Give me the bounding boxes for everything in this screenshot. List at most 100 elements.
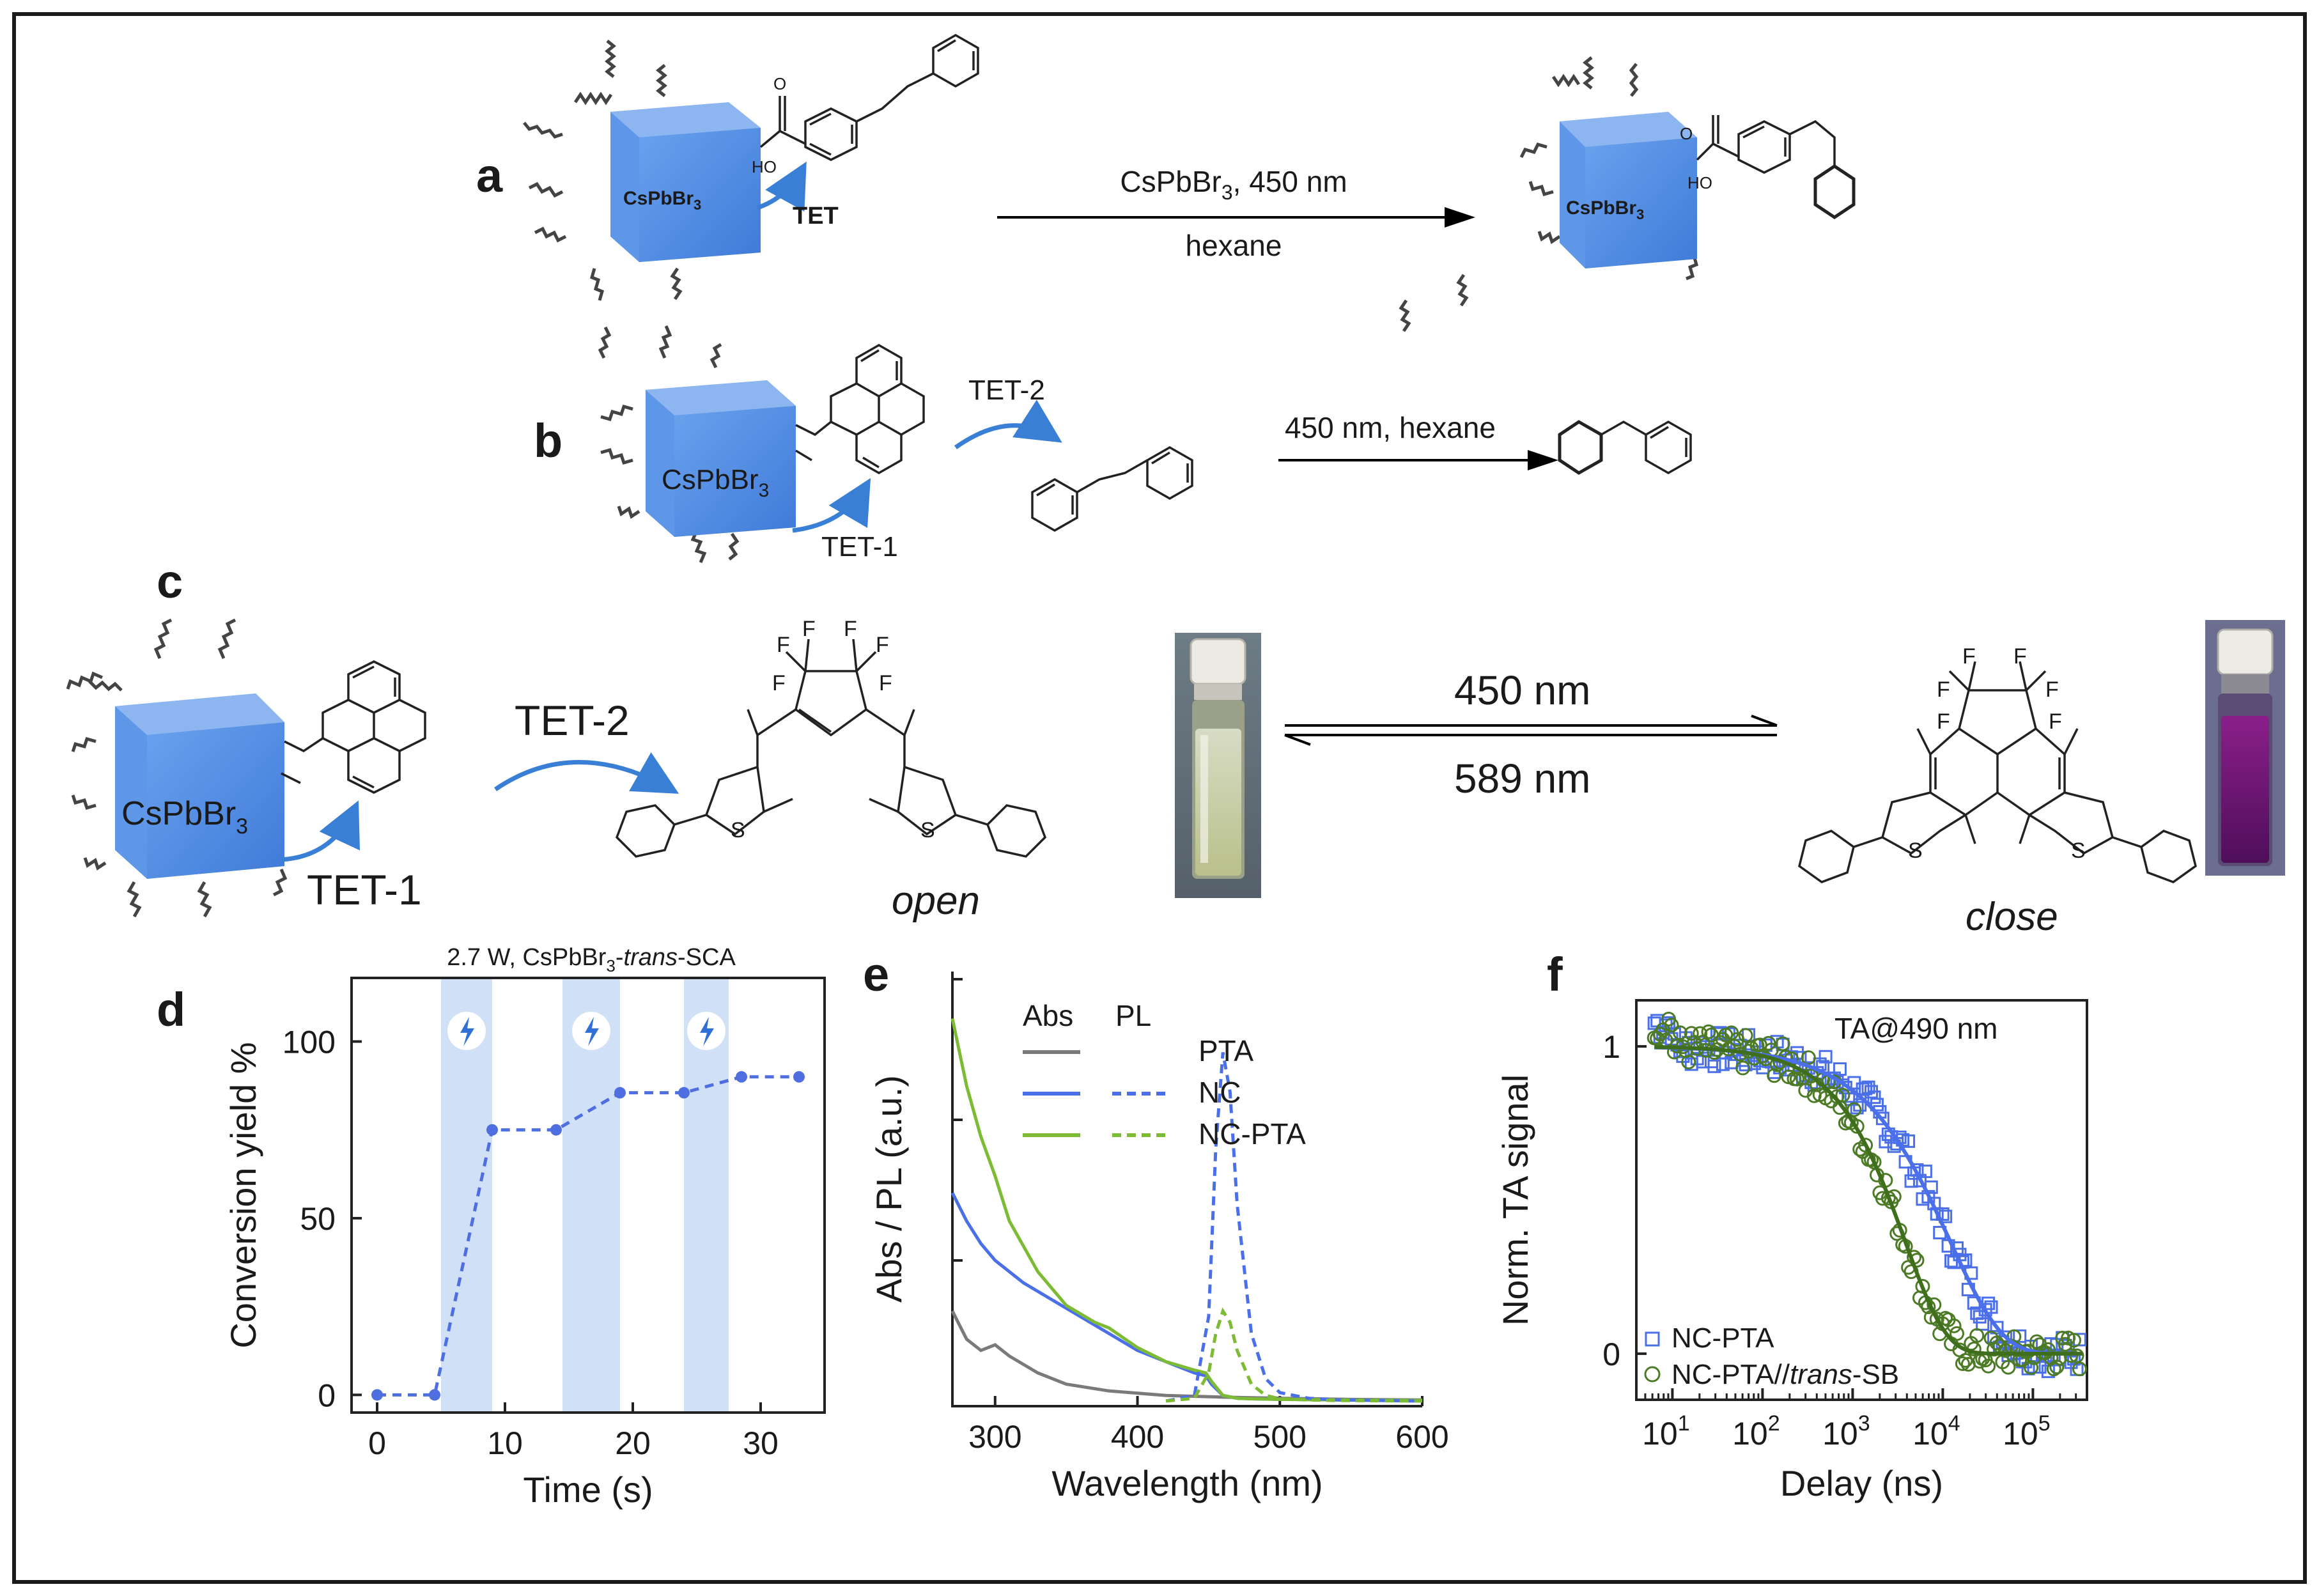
- tet2-arrow-c: [494, 752, 679, 794]
- nc-label-a: CsPbBr3: [623, 188, 701, 213]
- ho-label-a-product: HO: [1687, 173, 1712, 192]
- data-point-f-square: [1707, 1059, 1721, 1073]
- data-point-f-square: [1918, 1165, 1932, 1179]
- tet2-label-b: TET-2: [968, 375, 1045, 406]
- chart-d: 0 10 20 30 0 50 100 Time (s) Conversion yield %: [223, 977, 826, 1510]
- panel-f: f 101 102 103 104 105 0 1 Delay (ns) Norm. TA si…: [1495, 948, 2088, 1503]
- molecule-cis-stilbene-b: [1558, 420, 1692, 475]
- data-point-d-5: [678, 1087, 690, 1099]
- data-point-f-circle: [1684, 1026, 1699, 1041]
- panel-a-label: a: [476, 149, 503, 202]
- f-close-4: F: [2045, 678, 2059, 702]
- x-tick-label-f-0: 101: [1642, 1411, 1690, 1452]
- legend-entry-e-0: PTA: [1198, 1034, 1253, 1067]
- lightning-icon-0: [460, 1016, 474, 1046]
- data-point-f-circle: [1761, 1035, 1776, 1051]
- x-tick-label-e-3: 600: [1395, 1419, 1448, 1455]
- f-close-6: F: [2049, 709, 2062, 734]
- f-open-3: F: [844, 617, 857, 641]
- close-label: close: [1966, 895, 2058, 939]
- tet-arrow-a: [756, 161, 807, 212]
- o-label-a-product: O: [1680, 124, 1693, 143]
- irradiation-window-2: [684, 978, 729, 1413]
- fluorine-labels-closed: F F F F F F S S: [1908, 644, 2086, 863]
- series-e-3: [1165, 1051, 1423, 1403]
- legend-marker-f-0: [1645, 1331, 1660, 1347]
- vial-photo-open: [1175, 633, 1261, 898]
- data-point-f-square: [1984, 1300, 1998, 1314]
- data-point-f-circle: [2040, 1342, 2056, 1358]
- condition-bottom-a: hexane: [1186, 229, 1282, 262]
- x-axis-label-f: Delay (ns): [1780, 1463, 1943, 1503]
- data-point-f-square: [1819, 1050, 1833, 1064]
- tet1-arrow-b: [792, 477, 871, 533]
- f-open-4: F: [876, 633, 889, 657]
- y-tick-label-d-0: 0: [318, 1377, 336, 1413]
- x-tick-label-e-1: 400: [1111, 1419, 1164, 1455]
- legend-abs-header-e: Abs: [1023, 999, 1073, 1032]
- x-tick-label-e-0: 300: [968, 1419, 1021, 1455]
- data-point-f-square: [1976, 1317, 1990, 1331]
- molecule-diarylethene-closed: [1798, 661, 2197, 883]
- panel-b-label: b: [534, 414, 562, 467]
- molecule-trans-stilbene-carboxylate-a: [759, 33, 979, 161]
- f-open-5: F: [772, 671, 786, 695]
- series-line-d: [377, 1075, 799, 1397]
- data-point-f-circle: [1738, 1028, 1753, 1043]
- plot-frame-f: [1635, 999, 2088, 1401]
- y-tick-label-f-1: 1: [1602, 1029, 1620, 1065]
- ho-label-a: HO: [752, 157, 777, 176]
- x-tick-label-e-2: 500: [1253, 1419, 1307, 1455]
- panel-d-label: d: [157, 983, 185, 1036]
- data-point-f-circle: [1730, 1032, 1745, 1047]
- data-point-f-circle: [1801, 1050, 1816, 1065]
- panel-d: d 2.7 W, CsPbBr3-trans-SCA 0 10 20 30 0 50 100…: [157, 944, 826, 1510]
- data-point-f-square: [1867, 1090, 1881, 1104]
- panel-a: a CsPbBr3 TET HO: [476, 33, 1856, 332]
- f-open-2: F: [802, 617, 816, 641]
- f-open-6: F: [879, 671, 892, 695]
- data-point-f-square: [1902, 1134, 1916, 1148]
- y-tick-label-f-0: 0: [1602, 1336, 1620, 1372]
- data-point-f-circle: [1989, 1335, 2005, 1351]
- data-point-d-2: [486, 1124, 498, 1136]
- legend-entry-f-0: NC-PTA: [1671, 1322, 1774, 1354]
- x-axis-label-d: Time (s): [523, 1469, 653, 1510]
- nc-label-b: CsPbBr3: [662, 464, 769, 501]
- f-close-5: F: [1937, 709, 1950, 734]
- vial-photo-close: [2205, 620, 2285, 876]
- s-close-2: S: [2071, 839, 2086, 863]
- o-label-a: O: [773, 74, 786, 93]
- x-tick-label-f-1: 102: [1732, 1411, 1780, 1452]
- data-point-f-circle: [1835, 1087, 1850, 1103]
- data-point-f-circle: [1735, 1060, 1751, 1076]
- data-point-f-square: [1850, 1101, 1864, 1115]
- legend-entry-e-2: NC-PTA: [1198, 1117, 1306, 1151]
- data-point-d-3: [550, 1124, 562, 1136]
- data-point-d-7: [793, 1071, 805, 1083]
- s-open-2: S: [920, 818, 935, 842]
- tet1-label-b: TET-1: [821, 531, 898, 562]
- panel-f-label: f: [1547, 948, 1563, 1001]
- data-point-d-0: [371, 1389, 383, 1401]
- molecule-cis-stilbene-carboxylate-a: [1696, 115, 1856, 220]
- f-close-1: F: [1937, 678, 1950, 702]
- data-point-d-1: [429, 1389, 440, 1401]
- data-point-f-circle: [2067, 1333, 2082, 1348]
- x-tick-label-d-0: 0: [368, 1425, 386, 1461]
- y-tick-label-d-1: 50: [300, 1201, 336, 1237]
- y-tick-label-d-2: 100: [283, 1025, 336, 1060]
- tet1-label-c: TET-1: [307, 866, 422, 913]
- data-point-f-circle: [1701, 1024, 1716, 1039]
- legend-pl-header-e: PL: [1115, 999, 1151, 1032]
- legend-entry-e-1: NC: [1198, 1076, 1241, 1109]
- ligand-chains-b: [598, 325, 740, 563]
- data-point-f-circle: [1969, 1328, 1985, 1344]
- f-close-3: F: [2013, 644, 2027, 669]
- condition-b: 450 nm, hexane: [1285, 411, 1496, 444]
- forward-wavelength: 450 nm: [1454, 667, 1590, 713]
- nanocrystal-c: CsPbBr3: [115, 693, 284, 879]
- molecule-phenanthrene-ester-b: [795, 343, 925, 475]
- irradiation-window-1: [562, 978, 620, 1413]
